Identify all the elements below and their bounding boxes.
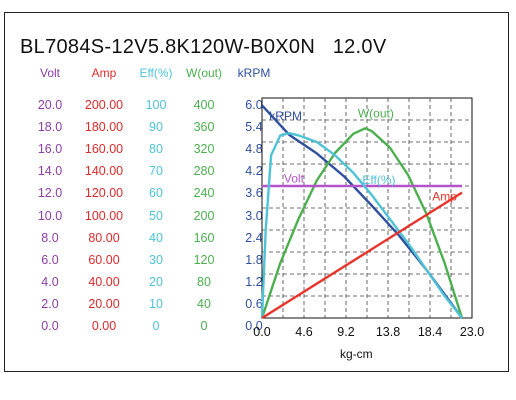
- axis-tick-label: 14.0: [37, 164, 63, 179]
- axis-tick-label: 140.00: [84, 164, 124, 179]
- axis-tick-label: 10: [149, 296, 163, 311]
- series-label-amp: Amp: [432, 189, 457, 203]
- axis-tick-label: 100: [145, 98, 167, 112]
- axis-tick-label: 1.2: [245, 274, 263, 289]
- axis-tick-label: 70: [149, 164, 163, 179]
- axis-tick-label: 0.0: [245, 319, 263, 333]
- series-label-w-out: W(out): [358, 106, 394, 120]
- axis-tick-label: 2.0: [41, 296, 59, 311]
- axis-tick-label: 4.0: [41, 274, 59, 289]
- axis-tick-label: 6.0: [245, 98, 263, 112]
- series-label-krpm: kRPM: [269, 109, 302, 123]
- axis-tick-label: 8.0: [41, 230, 59, 245]
- axis-tick-label: 2.4: [245, 230, 263, 245]
- axis-tick-label: 100.00: [84, 208, 124, 223]
- axis-tick-label: 30: [149, 252, 163, 267]
- x-tick-label: 4.6: [295, 325, 313, 339]
- axis-tick-label: 3.0: [245, 208, 263, 223]
- axis-tick-label: 18.0: [37, 120, 63, 135]
- axis-tick-label: 160.00: [84, 142, 124, 157]
- x-tick-label: 9.2: [337, 325, 355, 339]
- axis-tick-label: 360: [193, 120, 215, 135]
- axis-tick-label: 400: [193, 98, 215, 112]
- axis-tick-label: 1.8: [245, 252, 263, 267]
- chart-title: BL7084S-12V5.8K120W-B0X0N 12.0V: [20, 36, 386, 59]
- series-label-volt: Volt: [284, 172, 305, 186]
- axis-header: W(out): [186, 66, 222, 80]
- axis-tick-label: 40: [197, 296, 211, 311]
- axis-tick-label: 16.0: [37, 142, 63, 157]
- axis-tick-label: 80: [149, 142, 163, 157]
- axis-header: Amp: [91, 66, 117, 80]
- axis-tick-label: 80.00: [88, 230, 120, 245]
- axis-tick-label: 60: [149, 186, 163, 201]
- axis-tick-label: 4.8: [245, 142, 263, 157]
- axis-tick-label: 20: [149, 274, 163, 289]
- axis-tick-label: 240: [193, 186, 215, 201]
- axis-header: Volt: [39, 66, 60, 80]
- series-line-amp: [261, 191, 463, 320]
- title-voltage: 12.0V: [332, 36, 387, 58]
- axis-tick-label: 10.0: [37, 208, 63, 223]
- axis-tick-label: 3.6: [245, 186, 263, 201]
- axis-tick-label: 0.00: [91, 319, 117, 333]
- x-tick-label: 13.8: [375, 325, 401, 339]
- axis-tick-label: 0: [152, 319, 160, 333]
- axis-tick-label: 20.00: [88, 296, 120, 311]
- axis-tick-label: 80: [197, 274, 211, 289]
- axis-tick-label: 5.4: [245, 120, 263, 135]
- axis-header: Eff(%): [139, 66, 173, 80]
- axis-tick-label: 320: [193, 142, 215, 157]
- axis-tick-label: 0.0: [41, 319, 59, 333]
- axis-tick-label: 90: [149, 120, 163, 135]
- axis-tick-label: 280: [193, 164, 215, 179]
- x-tick-label: 18.4: [417, 325, 443, 339]
- axis-tick-label: 60.00: [88, 252, 120, 267]
- axis-tick-label: 0.6: [245, 296, 263, 311]
- axis-tick-label: 12.0: [37, 186, 63, 201]
- axis-tick-label: 180.00: [84, 120, 124, 135]
- axis-tick-label: 20.0: [37, 98, 63, 112]
- axis-tick-label: 40.00: [88, 274, 120, 289]
- x-tick-label: 23.0: [459, 325, 485, 339]
- series-line-eff: [260, 132, 463, 319]
- axis-tick-label: 6.0: [41, 252, 59, 267]
- axis-tick-label: 40: [149, 230, 163, 245]
- axis-tick-label: 120: [193, 252, 215, 267]
- axis-tick-label: 4.2: [245, 164, 263, 179]
- axis-tick-label: 120.00: [84, 186, 124, 201]
- series-label-eff: Eff(%): [362, 173, 395, 187]
- title-model: BL7084S-12V5.8K120W-B0X0N: [20, 36, 316, 58]
- x-axis-title: kg-cm: [340, 347, 373, 361]
- series-line-w-out: [260, 127, 464, 319]
- axis-header: kRPM: [237, 66, 271, 80]
- axis-tick-label: 0: [200, 319, 208, 333]
- axis-tick-label: 160: [193, 230, 215, 245]
- x-tick-label: 0.0: [253, 325, 271, 339]
- axis-tick-label: 200.00: [84, 98, 124, 112]
- axis-tick-label: 200: [193, 208, 215, 223]
- axis-tick-label: 50: [149, 208, 163, 223]
